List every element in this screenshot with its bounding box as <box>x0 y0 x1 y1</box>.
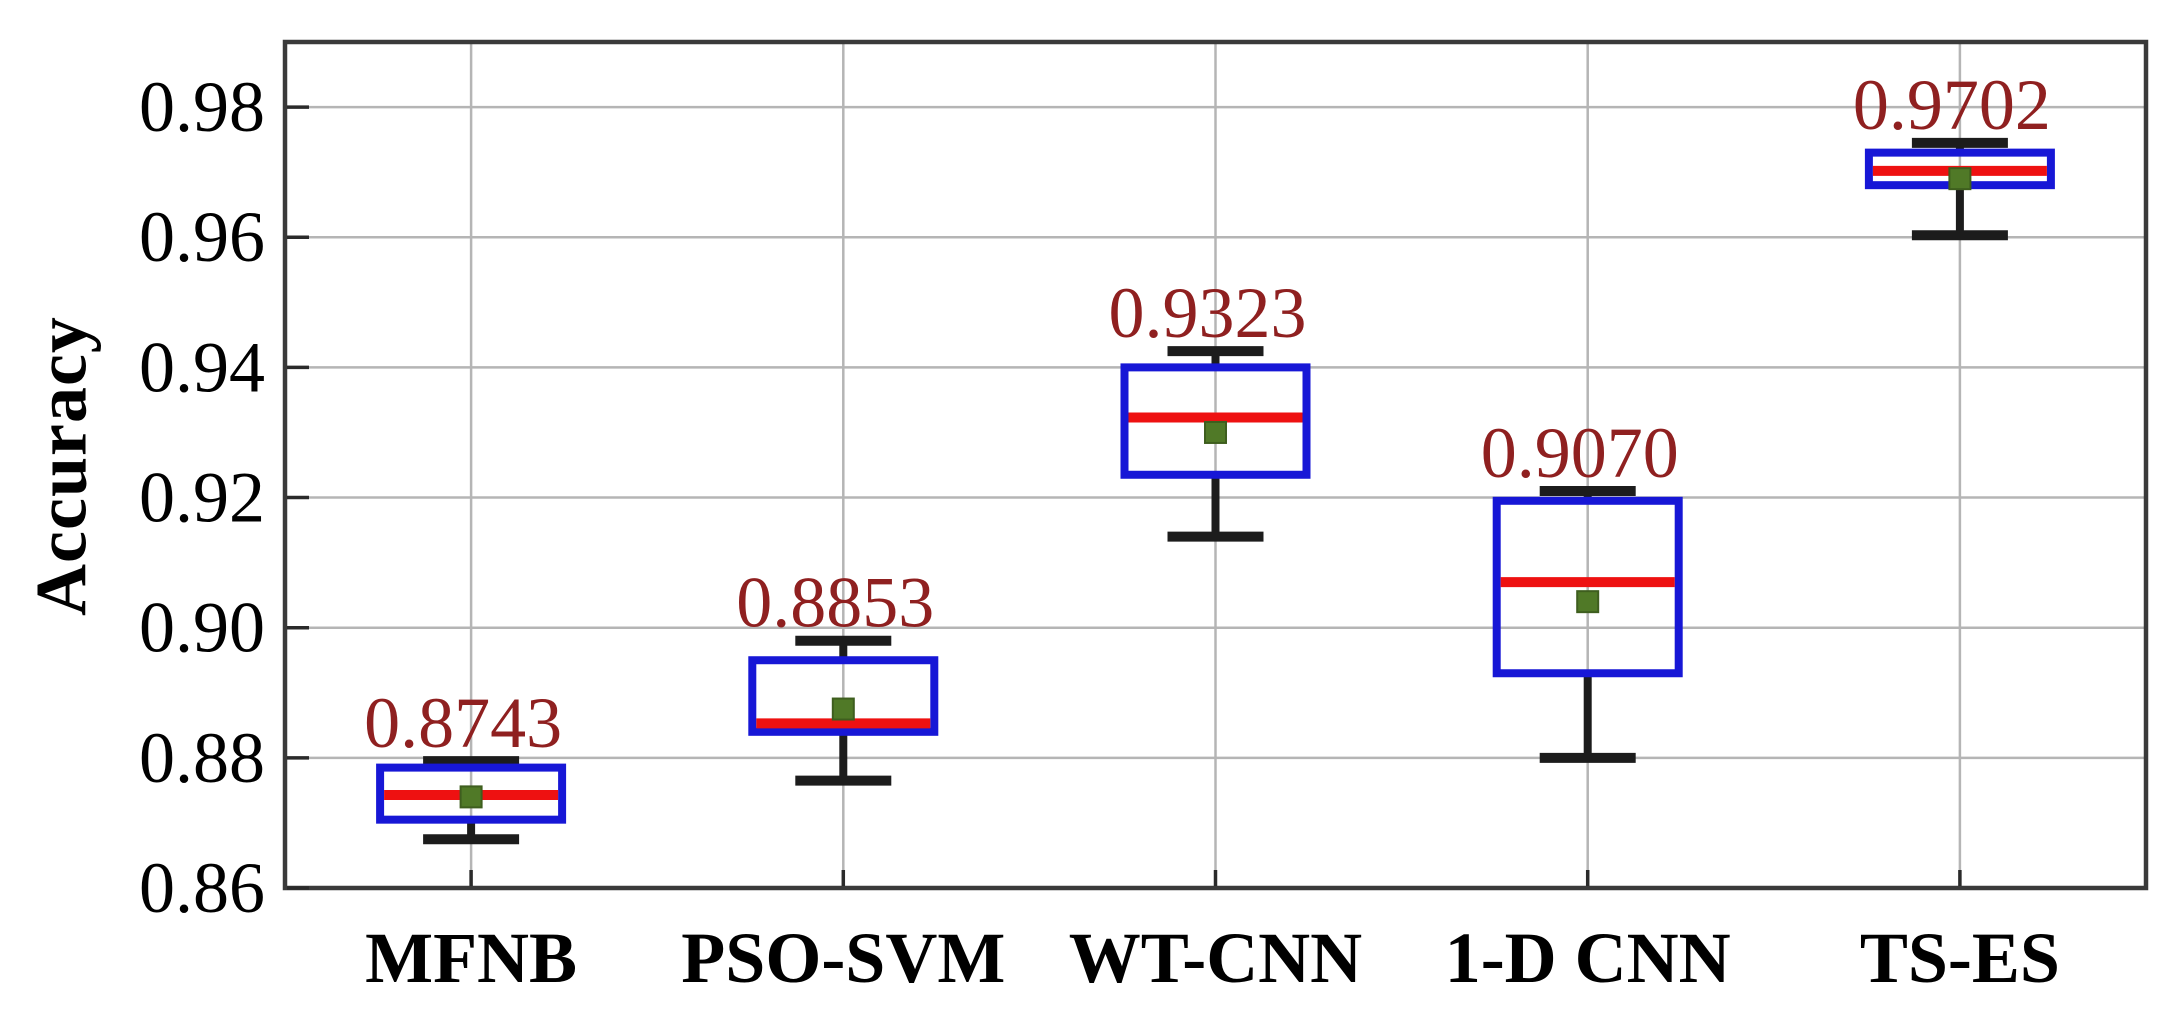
y-tick-label: 0.88 <box>139 718 265 798</box>
value-annotation: 0.9070 <box>1481 413 1679 493</box>
y-tick-label: 0.94 <box>139 327 265 407</box>
x-category-label: PSO-SVM <box>681 918 1005 998</box>
x-category-label: WT-CNN <box>1069 918 1362 998</box>
y-tick-label: 0.92 <box>139 458 265 538</box>
iqr-box <box>1120 363 1311 479</box>
value-annotation: 0.9702 <box>1853 65 2051 145</box>
mean-marker <box>1576 590 1600 614</box>
x-category-label: 1-D CNN <box>1445 918 1731 998</box>
mean-marker <box>459 785 483 809</box>
mean-marker <box>1948 167 1972 191</box>
y-tick-label: 0.98 <box>139 67 265 147</box>
value-annotation: 0.8853 <box>736 563 934 643</box>
y-tick-label: 0.90 <box>139 588 265 668</box>
y-tick-label: 0.86 <box>139 848 265 928</box>
iqr-box <box>1492 496 1683 678</box>
y-axis-title: Accuracy <box>21 316 102 616</box>
value-annotation: 0.9323 <box>1109 273 1307 353</box>
mean-marker <box>831 697 855 721</box>
mean-marker <box>1204 420 1227 444</box>
y-tick-label: 0.96 <box>139 197 265 277</box>
plot-border <box>282 39 2149 891</box>
iqr-box <box>376 763 567 824</box>
iqr-box <box>748 656 939 736</box>
x-category-label: MFNB <box>365 918 577 998</box>
value-annotation: 0.8743 <box>364 683 562 763</box>
x-category-label: TS-ES <box>1860 918 2060 998</box>
